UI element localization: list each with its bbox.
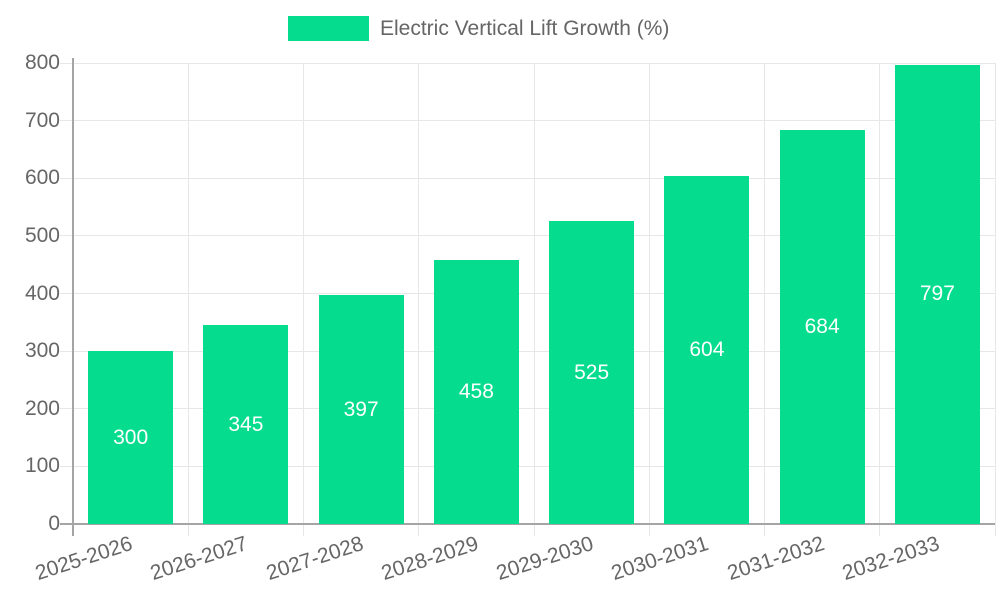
y-axis-tick-label: 500 (24, 223, 60, 247)
x-axis-tick-label: 2026-2027 (148, 532, 251, 585)
bar-value-label: 397 (343, 397, 379, 421)
y-axis-line (72, 58, 74, 536)
y-axis-tick-label: 600 (24, 166, 60, 190)
y-axis-tick-label: 400 (24, 281, 60, 305)
y-gridline (60, 62, 995, 64)
bar[interactable] (894, 64, 980, 524)
y-gridline (60, 408, 995, 410)
y-gridline (60, 120, 995, 122)
bar-value-label: 345 (228, 412, 264, 436)
bar-value-label: 797 (919, 282, 955, 306)
chart-legend[interactable]: Electric Vertical Lift Growth (%) (288, 16, 669, 41)
bar[interactable] (664, 175, 750, 524)
y-axis-tick-label: 700 (24, 108, 60, 132)
x-axis-tick-label: 2029-2030 (493, 532, 597, 585)
y-gridline (60, 465, 995, 467)
bar[interactable] (433, 260, 519, 524)
y-gridline (60, 293, 995, 294)
x-gridline (994, 63, 996, 536)
y-axis-tick-label: 300 (24, 339, 60, 363)
x-gridline (187, 63, 189, 536)
x-axis-tick-label: 2031-2032 (724, 532, 827, 585)
bar[interactable] (203, 325, 289, 524)
y-axis-tick-label: 200 (24, 396, 60, 420)
bar-value-label: 458 (458, 380, 494, 404)
y-gridline (60, 350, 995, 352)
bar-value-label: 525 (574, 360, 610, 384)
x-axis-line (60, 523, 995, 525)
bar-value-label: 604 (689, 337, 725, 361)
x-axis-tick-label: 2028-2029 (378, 532, 482, 585)
bar-value-label: 684 (804, 314, 840, 338)
bar[interactable] (779, 129, 865, 524)
x-gridline (418, 63, 420, 536)
bar[interactable] (318, 295, 404, 524)
x-axis-tick-label: 2027-2028 (263, 532, 366, 585)
legend-label: Electric Vertical Lift Growth (%) (380, 16, 670, 40)
x-gridline (533, 63, 535, 536)
bar-value-label: 300 (113, 425, 149, 449)
y-axis-tick-label: 100 (24, 454, 60, 478)
x-gridline (648, 63, 650, 536)
y-gridline (60, 177, 995, 179)
x-axis-tick-label: 2032-2033 (839, 532, 943, 585)
bar[interactable] (88, 351, 174, 524)
x-gridline (764, 63, 765, 536)
y-axis-tick-label: 800 (24, 51, 60, 74)
legend-swatch (288, 16, 369, 41)
y-axis-tick-label: 0 (48, 512, 60, 535)
bar[interactable] (549, 221, 635, 524)
x-gridline (303, 63, 304, 536)
x-gridline (879, 63, 881, 536)
x-axis-tick-label: 2030-2031 (609, 532, 712, 585)
y-gridline (60, 235, 995, 237)
x-axis-tick-label: 2025-2026 (32, 532, 136, 585)
